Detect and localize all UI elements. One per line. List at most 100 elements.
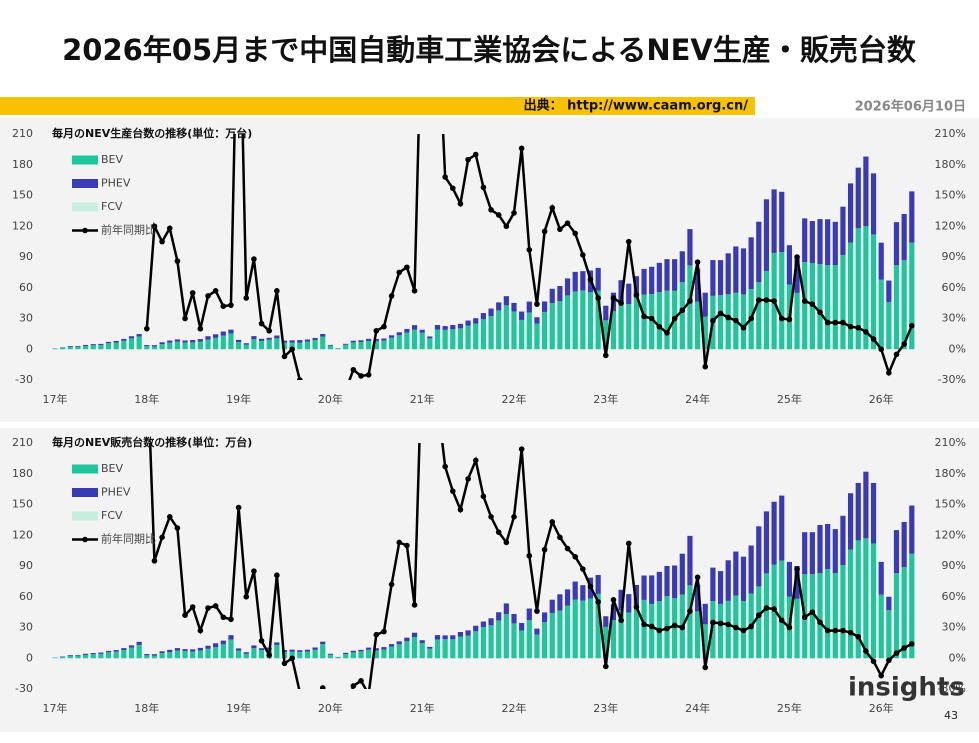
y-tick-label: 120 [12,219,33,232]
x-tick-label: 19年 [226,392,251,406]
bar [420,643,425,658]
bar [75,347,80,350]
y2-tick-label: -30% [938,373,966,386]
bar [313,647,318,649]
bar [420,330,425,333]
line-point [481,185,487,191]
bar [496,310,501,349]
bar [664,259,669,290]
bar [358,650,363,652]
bar [381,341,386,350]
line-point [672,623,678,629]
bar [427,649,432,659]
bar [420,333,425,350]
y-tick-label: 210 [12,127,33,140]
bar [343,653,348,654]
bar [794,293,799,349]
y-tick-label: 30 [19,621,33,634]
bar [833,573,838,658]
line-point [404,543,410,549]
line-point [274,288,280,294]
bar [764,271,769,349]
line-point [595,599,601,605]
bar [573,291,578,349]
line-point [779,316,785,322]
bar [894,265,899,349]
y-tick-label: 60 [19,590,33,603]
bar [726,601,731,658]
bar [557,301,562,349]
bar [335,348,340,349]
bar [404,641,409,658]
bar [565,589,570,605]
line-point [718,621,724,627]
bar [236,342,241,349]
bar [358,342,363,349]
line-point [802,614,808,620]
bar [190,652,195,659]
bar [726,294,731,349]
bar [833,529,838,573]
bar [68,655,73,656]
bar [251,648,256,658]
bar [75,346,80,347]
bar [710,260,715,296]
bar [427,336,432,338]
line-point [213,288,219,294]
bar [542,312,547,349]
bar [52,658,57,659]
line-point [243,594,249,600]
bar [718,604,723,658]
bar [534,634,539,658]
bar [779,192,784,252]
legend-label: 前年同期比 [101,532,156,546]
bar [573,272,578,292]
bar [680,251,685,282]
bar [167,650,172,652]
bar [443,639,448,658]
bar [274,338,279,349]
line-point [458,507,464,513]
bar [106,651,111,652]
bar [619,302,624,349]
line-point [396,540,402,546]
bar [856,483,861,540]
legend-swatch [72,203,98,212]
line-point [641,622,647,628]
line-point [259,321,265,327]
bar [902,522,907,567]
line-point [886,658,892,664]
bar [75,655,80,656]
bar [519,312,524,320]
x-tick-label: 24年 [685,392,710,406]
line-point [534,608,540,614]
line-point [840,320,846,326]
bar [879,280,884,350]
line-point [511,514,517,520]
line-point [855,325,861,331]
y2-tick-label: 60% [942,590,966,603]
line-point [764,297,770,303]
line-point [381,629,387,635]
legend-swatch [82,537,88,543]
bar [351,342,356,349]
line-point [649,624,655,630]
page-number: 43 [944,709,958,722]
bar [588,292,593,349]
bar [137,334,142,336]
bar [672,565,677,598]
line-point [863,329,869,335]
bar [550,600,555,613]
line-point [289,346,295,352]
bar [879,243,884,280]
bar [381,650,386,659]
legend-label: FCV [101,200,123,213]
bar [160,344,165,349]
line-point [833,628,839,634]
bar [695,302,700,350]
bar [389,647,394,659]
bar [427,647,432,649]
bar [83,654,88,655]
bar [52,349,57,350]
